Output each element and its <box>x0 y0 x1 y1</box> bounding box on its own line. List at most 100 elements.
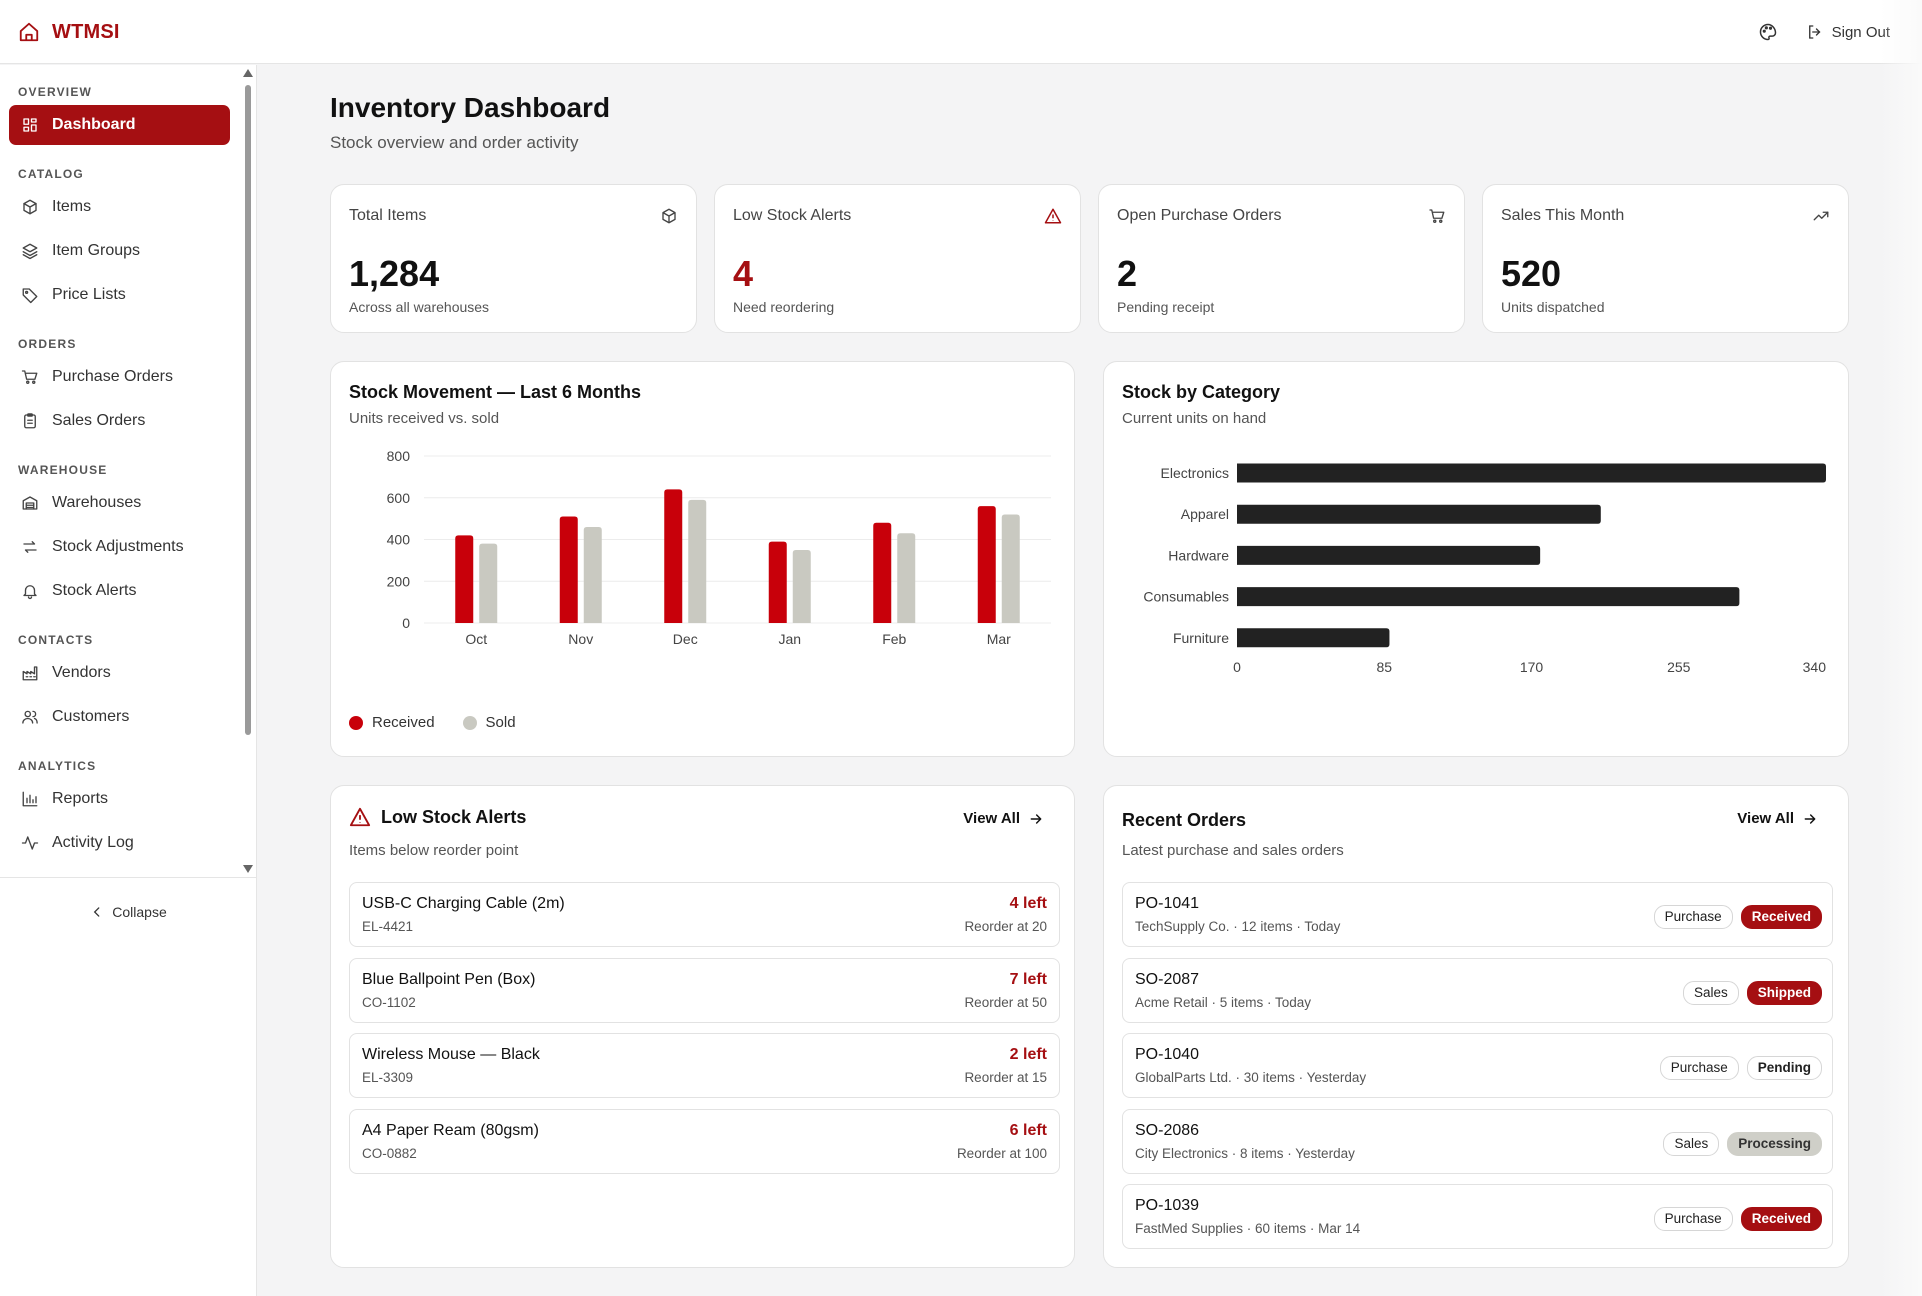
legend-item-sold[interactable]: Sold <box>462 714 516 731</box>
page-edge-shadow <box>1880 0 1922 1296</box>
tag-icon <box>22 288 38 304</box>
order-row[interactable]: SO-2086 City Electronics · 8 items · Yest… <box>1122 1108 1833 1174</box>
order-type-badge: Purchase <box>1653 905 1733 929</box>
collapse-label: Collapse <box>112 904 167 920</box>
order-id: PO-1039 <box>1135 1197 1200 1214</box>
y-tick-label: 400 <box>387 532 411 548</box>
sidebar-item-stock-adjustments[interactable]: Stock Adjustments <box>9 527 230 567</box>
view-all-low-stock-link[interactable]: View All <box>963 810 1044 827</box>
bar-apparel[interactable] <box>1237 504 1601 524</box>
reorder-point: Reorder at 15 <box>964 1070 1047 1085</box>
legend-item-received[interactable]: Received <box>349 714 435 731</box>
sidebar-item-purchase-orders[interactable]: Purchase Orders <box>9 357 230 397</box>
sidebar-item-label: Item Groups <box>52 242 141 259</box>
stat-card-sales-month: Sales This Month 520 Units dispatched <box>1482 184 1849 333</box>
recent-orders-card: Recent Orders Latest purchase and sales … <box>1103 785 1849 1268</box>
collapse-button[interactable]: Collapse <box>0 897 257 927</box>
quantity-left: 2 left <box>1009 1046 1047 1063</box>
sidebar-item-dashboard[interactable]: Dashboard <box>9 105 230 145</box>
home-icon <box>19 22 39 42</box>
sidebar-item-reports[interactable]: Reports <box>9 779 230 819</box>
scrollbar-thumb[interactable] <box>245 85 251 735</box>
sidebar-scrollbar[interactable] <box>243 65 253 877</box>
y-tick-label: 800 <box>387 448 411 464</box>
sidebar-item-activity-log[interactable]: Activity Log <box>9 823 230 863</box>
reorder-point: Reorder at 50 <box>964 994 1047 1010</box>
order-row[interactable]: PO-1039 FastMed Supplies · 60 items · Mar… <box>1122 1184 1833 1249</box>
bar-sold-oct[interactable] <box>479 543 498 623</box>
sign-out-button[interactable]: Sign Out <box>1806 23 1890 41</box>
low-stock-row[interactable]: Wireless Mouse — Black EL-3309 2 left Reord… <box>349 1033 1060 1098</box>
sidebar-item-sales-orders[interactable]: Sales Orders <box>9 401 230 441</box>
low-stock-row[interactable]: A4 Paper Ream (80gsm) CO-0882 6 left Reorde… <box>349 1108 1060 1174</box>
order-row[interactable]: SO-2087 Acme Retail · 5 items · Today Sale… <box>1122 957 1833 1023</box>
sidebar-item-label: Dashboard <box>52 116 136 133</box>
arrows-icon <box>23 541 37 553</box>
x-tick-label: Feb <box>882 631 906 647</box>
brand[interactable]: WTMSI <box>18 0 120 64</box>
stock-movement-card: Stock Movement — Last 6 Months Units rec… <box>330 361 1075 757</box>
stat-sub: Across all warehouses <box>349 299 490 315</box>
view-all-orders-link[interactable]: View All <box>1737 810 1818 827</box>
x-tick-label: 340 <box>1803 659 1827 675</box>
stat-sub: Pending receipt <box>1117 299 1215 315</box>
low-stock-row[interactable]: USB-C Charging Cable (2m) EL-4421 4 left Re… <box>349 882 1060 947</box>
item-code: CO-1102 <box>362 994 416 1010</box>
bar-consumables[interactable] <box>1237 587 1740 607</box>
order-id: SO-2087 <box>1135 970 1200 988</box>
chevron-left-icon <box>94 907 100 917</box>
sidebar-item-warehouses[interactable]: Warehouses <box>9 483 230 523</box>
arrow-right-icon <box>1030 813 1042 824</box>
scroll-up-arrow[interactable] <box>243 69 253 77</box>
item-code: CO-0882 <box>362 1145 417 1161</box>
item-name: A4 Paper Ream (80gsm) <box>362 1121 539 1139</box>
bar-electronics[interactable] <box>1237 463 1826 483</box>
y-tick-label: 600 <box>387 490 411 506</box>
sidebar-item-label: Price Lists <box>52 286 126 303</box>
bar-sold-dec[interactable] <box>688 499 707 623</box>
box-icon <box>23 199 37 215</box>
bar-sold-mar[interactable] <box>1001 514 1020 623</box>
order-row[interactable]: PO-1040 GlobalParts Ltd. · 30 items · Yes… <box>1122 1033 1833 1098</box>
bar-received-dec[interactable] <box>664 489 683 623</box>
stat-card-open-po: Open Purchase Orders 2 Pending receipt <box>1098 184 1465 333</box>
scroll-down-arrow[interactable] <box>243 865 253 873</box>
x-tick-label: Mar <box>987 631 1011 647</box>
x-tick-label: Nov <box>568 631 593 647</box>
order-meta: FastMed Supplies · 60 items · Mar 14 <box>1135 1221 1361 1236</box>
bar-received-feb[interactable] <box>873 522 892 623</box>
bar-received-mar[interactable] <box>977 506 996 623</box>
bar-sold-jan[interactable] <box>792 549 811 623</box>
x-tick-label: Oct <box>465 631 487 647</box>
sidebar-item-item-groups[interactable]: Item Groups <box>9 231 230 271</box>
theme-button[interactable] <box>1758 22 1778 42</box>
top-bar: WTMSI Sign Out <box>0 0 1922 64</box>
sidebar-section-analytics: Analytics <box>18 759 97 773</box>
sidebar-item-stock-alerts[interactable]: Stock Alerts <box>9 571 230 611</box>
stat-label: Sales This Month <box>1501 207 1625 224</box>
sidebar-item-customers[interactable]: Customers <box>9 697 230 737</box>
bar-hardware[interactable] <box>1237 545 1541 565</box>
sidebar-item-items[interactable]: Items <box>9 187 230 227</box>
order-meta: Acme Retail · 5 items · Today <box>1135 994 1312 1010</box>
order-row[interactable]: PO-1041 TechSupply Co. · 12 items · Today… <box>1122 882 1833 947</box>
bar-sold-feb[interactable] <box>897 533 916 623</box>
sidebar-item-price-lists[interactable]: Price Lists <box>9 275 230 315</box>
sidebar-item-label: Stock Adjustments <box>52 538 184 555</box>
bar-received-oct[interactable] <box>455 535 474 623</box>
bar-furniture[interactable] <box>1237 628 1390 648</box>
card-subtitle: Units received vs. sold <box>349 410 500 427</box>
low-stock-row[interactable]: Blue Ballpoint Pen (Box) CO-1102 7 left Reo… <box>349 957 1060 1023</box>
bar-received-jan[interactable] <box>768 541 787 623</box>
x-tick-label: Dec <box>673 631 698 647</box>
bar-sold-nov[interactable] <box>583 526 602 623</box>
view-all-label: View All <box>963 810 1020 827</box>
alert-triangle-icon <box>1044 208 1062 224</box>
palette-icon <box>1759 23 1776 41</box>
reorder-point: Reorder at 20 <box>964 919 1047 934</box>
order-status-badge: Shipped <box>1746 980 1822 1005</box>
order-status-badge: Pending <box>1746 1056 1822 1080</box>
bar-received-nov[interactable] <box>559 516 578 623</box>
sidebar-item-vendors[interactable]: Vendors <box>9 653 230 693</box>
order-type-badge: Purchase <box>1653 1207 1733 1231</box>
